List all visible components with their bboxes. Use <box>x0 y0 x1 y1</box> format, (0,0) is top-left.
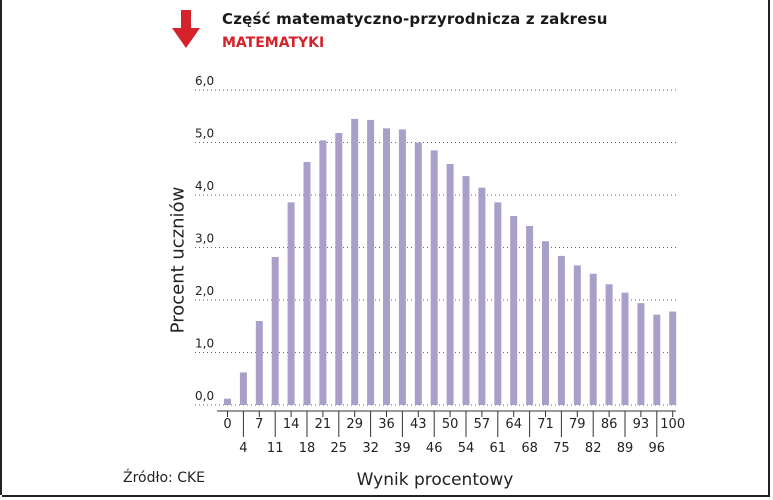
x-axis-label: Wynik procentowy <box>356 470 514 490</box>
x-tick-label: 54 <box>458 441 475 456</box>
y-axis-label: Procent uczniów <box>167 186 189 334</box>
bar-0 <box>224 398 231 405</box>
bar-61 <box>494 202 502 405</box>
bar-21 <box>319 140 327 405</box>
x-tick-label: 46 <box>426 441 443 456</box>
x-tick-label: 32 <box>362 441 379 456</box>
x-tick-label: 86 <box>601 417 618 432</box>
y-tick-label: 5,0 <box>195 127 214 141</box>
bar-18 <box>303 161 311 405</box>
bar-57 <box>478 187 486 405</box>
x-tick-label: 82 <box>585 441 602 456</box>
bar-36 <box>383 128 390 405</box>
x-tick-label: 18 <box>299 441 316 456</box>
y-tick-label: 4,0 <box>195 179 214 193</box>
bar-46 <box>430 150 438 405</box>
x-tick-label: 100 <box>660 417 685 432</box>
x-tick-label: 68 <box>521 441 538 456</box>
bar-25 <box>335 133 343 406</box>
bar-14 <box>287 202 295 405</box>
x-tick-label: 21 <box>315 417 332 432</box>
bar-68 <box>526 225 534 405</box>
bar-32 <box>367 119 375 406</box>
bar-79 <box>573 265 581 405</box>
bar-7 <box>255 321 263 405</box>
bar-89 <box>621 292 629 405</box>
bar-50 <box>446 164 454 405</box>
x-tick-label: 96 <box>649 441 666 456</box>
down-arrow-icon <box>172 10 200 48</box>
bar-11 <box>271 256 279 405</box>
bar-39 <box>398 129 406 405</box>
x-tick-label: 29 <box>346 417 363 432</box>
source-note: Źródło: CKE <box>123 470 206 486</box>
x-tick-label: 36 <box>378 417 395 432</box>
y-tick-label: 2,0 <box>195 284 214 298</box>
x-tick-label: 93 <box>633 417 650 432</box>
bar-71 <box>542 241 549 405</box>
bar-82 <box>589 273 597 405</box>
x-tick-label: 11 <box>267 441 284 456</box>
bar-29 <box>351 118 359 405</box>
x-tick-label: 57 <box>474 417 491 432</box>
y-tick-label: 6,0 <box>195 74 214 88</box>
x-tick-label: 39 <box>394 441 411 456</box>
y-tick-label: 3,0 <box>195 232 214 246</box>
bar-75 <box>557 255 565 405</box>
bar-4 <box>239 372 247 405</box>
x-tick-label: 4 <box>239 441 247 456</box>
x-tick-label: 0 <box>223 417 231 432</box>
bar-86 <box>605 284 613 405</box>
x-tick-label: 64 <box>505 417 522 432</box>
x-tick-label: 71 <box>537 417 554 432</box>
y-tick-label: 0,0 <box>195 389 214 403</box>
x-tick-label: 89 <box>617 441 634 456</box>
x-tick-label: 43 <box>410 417 427 432</box>
x-tick-label: 75 <box>553 441 570 456</box>
bar-100 <box>669 311 677 405</box>
x-tick-label: 61 <box>490 441 507 456</box>
x-tick-label: 25 <box>331 441 348 456</box>
bar-43 <box>414 142 422 405</box>
x-tick-label: 7 <box>255 417 263 432</box>
bar-93 <box>637 303 645 405</box>
chart-subtitle: MATEMATYKI <box>222 35 325 51</box>
bar-54 <box>462 176 470 405</box>
x-tick-label: 79 <box>569 417 586 432</box>
x-tick-label: 50 <box>442 417 459 432</box>
bar-96 <box>653 314 661 405</box>
bar-64 <box>510 216 518 405</box>
y-tick-label: 1,0 <box>195 337 214 351</box>
chart-title: Część matematyczno-przyrodnicza z zakres… <box>222 10 608 28</box>
x-tick-label: 14 <box>283 417 300 432</box>
